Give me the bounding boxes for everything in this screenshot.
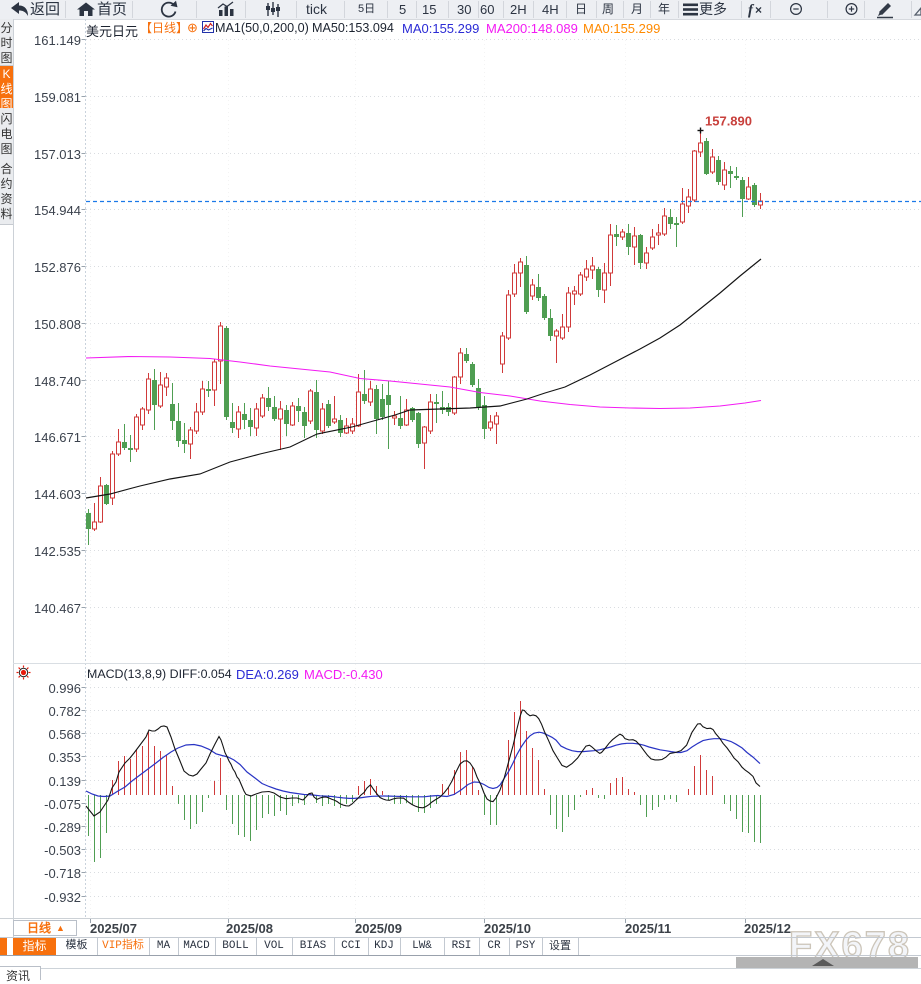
svg-text:×: ×	[755, 3, 762, 17]
svg-text:f: f	[748, 3, 755, 19]
svg-text:157.890: 157.890	[705, 114, 752, 129]
